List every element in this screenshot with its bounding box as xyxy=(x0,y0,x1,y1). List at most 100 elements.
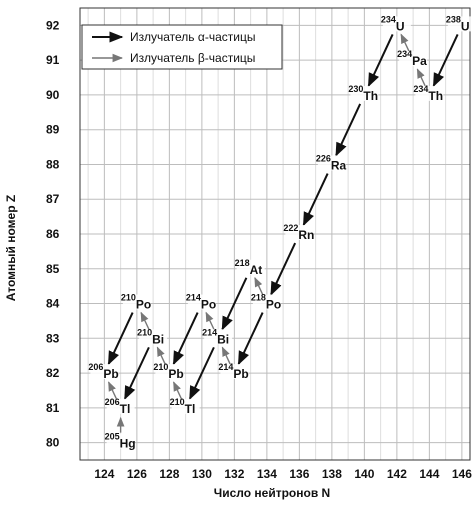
nuclide-mass-number: 205 xyxy=(105,432,120,442)
nuclide-label: 226 Ra xyxy=(316,153,347,172)
alpha-decay-arrow xyxy=(123,346,150,401)
nuclide-symbol: Pb xyxy=(168,367,183,381)
nuclide-label-background xyxy=(415,85,444,101)
nuclide-mass-number: 210 xyxy=(121,293,136,303)
nuclide-symbol: Po xyxy=(266,298,281,312)
alpha-decay-arrow xyxy=(302,173,329,227)
nuclide-mass-number: 210 xyxy=(153,362,168,372)
nuclide-label-background xyxy=(350,85,379,101)
nuclide-mass-number: 214 xyxy=(218,362,233,372)
y-tick-label: 86 xyxy=(46,227,60,241)
y-tick-label: 85 xyxy=(46,262,60,276)
y-tick-label: 90 xyxy=(46,88,60,102)
nuclide-symbol: U xyxy=(396,19,405,33)
beta-decay-arrow xyxy=(172,381,183,400)
alpha-decay-arrow xyxy=(270,242,297,296)
nuclide-mass-number: 234 xyxy=(413,84,428,94)
beta-decay-arrow xyxy=(156,346,166,365)
nuclide-label: 214 Po xyxy=(186,293,216,312)
nuclide-label: 218 Po xyxy=(251,293,281,312)
plot-frame xyxy=(79,7,471,461)
alpha-decay-arrow xyxy=(107,312,134,366)
x-tick-label: 132 xyxy=(224,467,244,481)
y-tick-label: 81 xyxy=(46,401,60,415)
nuclide-symbol: Th xyxy=(363,89,378,103)
beta-decay-arrow xyxy=(107,381,118,400)
nuclide-label-background xyxy=(204,329,233,345)
nuclide-symbol: Bi xyxy=(152,332,164,346)
x-tick-label: 142 xyxy=(387,467,407,481)
nuclide-mass-number: 206 xyxy=(88,362,103,372)
y-tick-label: 92 xyxy=(46,18,60,32)
nuclide-label-background xyxy=(382,16,411,32)
nuclide-label: 210 Bi xyxy=(137,327,168,346)
x-tick-label: 146 xyxy=(452,467,472,481)
nuclide-symbol: Hg xyxy=(120,437,136,451)
x-axis-title: Число нейтронов N xyxy=(214,486,330,500)
nuclide-symbol: Rn xyxy=(298,228,314,242)
nuclide-mass-number: 230 xyxy=(348,84,363,94)
x-tick-label: 130 xyxy=(192,467,212,481)
nuclide-label-background xyxy=(106,398,135,414)
beta-decay-arrow xyxy=(254,276,264,295)
nuclide-label: 210 Po xyxy=(121,293,151,312)
nuclide-symbol: At xyxy=(250,263,263,277)
nuclide-label: 222 Rn xyxy=(283,223,314,242)
nuclide-label: 234 Th xyxy=(413,84,444,103)
legend: Излучатель α-частицы Излучатель β-частиц… xyxy=(81,24,283,70)
nuclide-mass-number: 226 xyxy=(316,153,331,163)
nuclide-mass-number: 210 xyxy=(170,397,185,407)
nuclide-symbol: Po xyxy=(201,298,216,312)
beta-decay-arrow xyxy=(140,311,150,330)
nuclide-symbol: Pb xyxy=(103,367,118,381)
nuclide-mass-number: 210 xyxy=(137,327,152,337)
x-tick-label: 144 xyxy=(419,467,439,481)
beta-decay-arrow xyxy=(221,346,231,365)
x-tick-label: 136 xyxy=(289,467,309,481)
y-tick-label: 89 xyxy=(46,123,60,137)
alpha-decay-arrow xyxy=(367,34,394,88)
nuclide-label-background xyxy=(220,364,249,380)
nuclide-mass-number: 214 xyxy=(186,293,201,303)
nuclide-label: 214 Bi xyxy=(202,327,233,346)
grid xyxy=(80,8,470,460)
nuclide-mass-number: 218 xyxy=(235,258,250,268)
nuclide-label-background xyxy=(171,398,200,414)
nuclide-label: 210 Pb xyxy=(153,362,183,381)
x-tick-label: 124 xyxy=(94,467,114,481)
x-tick-label: 134 xyxy=(257,467,277,481)
nuclide-mass-number: 234 xyxy=(381,14,396,24)
nuclide-mass-number: 222 xyxy=(283,223,298,233)
y-tick-label: 88 xyxy=(46,157,60,171)
alpha-decay-arrow xyxy=(188,346,215,401)
nuclide-label-background xyxy=(139,329,168,345)
nuclide-label-background xyxy=(447,16,476,32)
nuclide-label-background xyxy=(317,155,346,171)
nuclide-mass-number: 214 xyxy=(202,327,217,337)
x-tick-label: 128 xyxy=(159,467,179,481)
nuclide-symbol: Ra xyxy=(331,158,347,172)
nuclide-symbol: Tl xyxy=(185,402,196,416)
nuclide-label: 206 Pb xyxy=(88,362,118,381)
y-tick-label: 82 xyxy=(46,366,60,380)
nuclide-symbol: U xyxy=(461,19,470,33)
beta-decay-arrow xyxy=(400,33,410,52)
y-tick-label: 80 xyxy=(46,436,60,450)
nuclide-label: 230 Th xyxy=(348,84,379,103)
nuclide-label: 234 Pa xyxy=(397,49,427,68)
nuclide-label: 206 Tl xyxy=(105,397,135,416)
x-tick-label: 140 xyxy=(354,467,374,481)
nuclide-symbol: Pb xyxy=(233,367,248,381)
decay-arrows xyxy=(107,33,459,433)
nuclide-symbol: Pa xyxy=(412,54,427,68)
nuclide-label-background xyxy=(236,259,265,275)
nuclide-mass-number: 218 xyxy=(251,293,266,303)
nuclide-label: 238 U xyxy=(446,14,476,33)
alpha-decay-arrow xyxy=(335,103,362,157)
alpha-decay-arrow xyxy=(432,34,459,88)
nuclide-symbol: Bi xyxy=(217,332,229,346)
nuclide-label: 234 U xyxy=(381,14,411,33)
nuclide-label-background xyxy=(399,51,428,67)
nuclide-label-background xyxy=(187,294,216,310)
y-axis-title: Атомный номер Z xyxy=(4,195,18,301)
